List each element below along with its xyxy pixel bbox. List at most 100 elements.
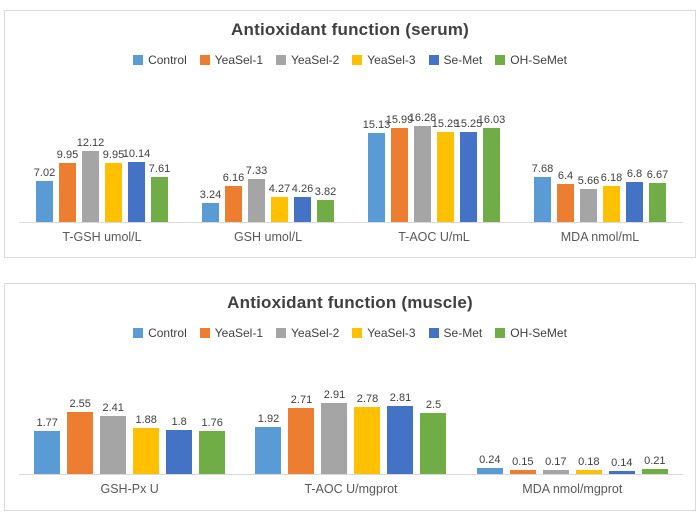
bar-value-label: 2.78 — [356, 393, 379, 405]
bar-value-label: 0.18 — [578, 456, 600, 468]
bar-value-label: 7.02 — [33, 167, 56, 179]
bar-value-label: 2.91 — [323, 389, 346, 401]
bar-value-label: 6.67 — [646, 169, 669, 181]
legend-item-yeasel-3: YeaSel-3 — [352, 53, 416, 67]
legend-swatch-icon — [352, 328, 363, 338]
bar-yeasel-1: 0.15 — [509, 456, 536, 474]
legend-swatch-icon — [276, 328, 287, 338]
legend-item-control: Control — [133, 326, 187, 340]
bar-yeasel-1: 6.4 — [557, 170, 574, 222]
bar-se-met: 1.8 — [166, 416, 193, 474]
bar-value-label: 7.61 — [148, 163, 171, 175]
bar-yeasel-2: 16.28 — [409, 112, 436, 222]
bar-group-t-aoc-u-ml: 15.13 15.99 16.28 15.29 15.25 16.03 — [351, 112, 517, 222]
bar-value-label: 6.16 — [222, 172, 245, 184]
legend-label: YeaSel-3 — [367, 326, 416, 340]
plot-area-muscle: 1.77 2.55 2.41 1.88 1.8 1.76 1.92 2.71 2.91 2.78 2… — [19, 389, 683, 496]
legend-swatch-icon — [133, 55, 144, 65]
bar-yeasel-3: 1.88 — [133, 414, 160, 474]
bar-yeasel-2: 7.33 — [246, 165, 267, 222]
bar-value-label: 5.66 — [577, 175, 600, 187]
legend-item-oh-semet: OH-SeMet — [495, 326, 567, 340]
chart-legend-muscle: Control YeaSel-1 YeaSel-2 YeaSel-3 Se-Met OH-… — [5, 326, 695, 340]
legend-item-oh-semet: OH-SeMet — [495, 53, 567, 67]
bar-value-label: 0.24 — [479, 454, 501, 466]
bar-oh-semet: 16.03 — [478, 114, 505, 222]
bar-value-label: 3.24 — [199, 189, 222, 201]
bar-value-label: 1.92 — [257, 413, 280, 425]
bar-control: 0.24 — [476, 454, 503, 474]
bar-value-label: 2.41 — [102, 402, 124, 414]
bar-oh-semet: 0.21 — [641, 455, 668, 474]
bar-value-label: 15.29 — [431, 118, 460, 130]
bar-value-label: 16.28 — [408, 112, 437, 124]
bar-value-label: 15.13 — [362, 119, 391, 131]
bar-group-mda-nmol-mgprot: 0.24 0.15 0.17 0.18 0.14 0.21 — [462, 454, 683, 474]
legend-swatch-icon — [428, 328, 439, 338]
chart-title-muscle: Antioxidant function (muscle) — [227, 293, 473, 312]
bar-yeasel-3: 6.18 — [601, 172, 622, 222]
bar-oh-semet: 7.61 — [149, 163, 170, 222]
bar-yeasel-3: 4.27 — [269, 183, 290, 222]
bar-value-label: 9.95 — [102, 149, 125, 161]
bar-yeasel-2: 0.17 — [542, 456, 569, 474]
bar-yeasel-1: 6.16 — [223, 172, 244, 222]
bar-yeasel-2: 2.41 — [100, 402, 127, 474]
bar-value-label: 1.88 — [135, 414, 157, 426]
legend-item-control: Control — [133, 53, 187, 67]
bar-yeasel-2: 5.66 — [578, 175, 599, 222]
legend-swatch-icon — [199, 328, 210, 338]
bar-value-label: 2.71 — [290, 394, 313, 406]
muscle-chart-panel: Antioxidant function (muscle) Control Yea… — [4, 283, 696, 511]
bar-value-label: 9.95 — [56, 149, 79, 161]
x-axis: T-GSH umol/L GSH umol/L T-AOC U/mL MDA nmol… — [19, 222, 683, 244]
bars-area: 7.02 9.95 12.12 9.95 10.14 7.61 3.24 6.16 7.33 4.… — [19, 112, 683, 222]
bar-value-label: 7.68 — [531, 163, 554, 175]
legend-swatch-icon — [352, 55, 363, 65]
legend-item-yeasel-3: YeaSel-3 — [352, 326, 416, 340]
bar-value-label: 1.77 — [36, 417, 58, 429]
bar-value-label: 2.81 — [389, 392, 412, 404]
category-label: T-AOC U/mgprot — [304, 482, 398, 496]
chart-title-serum: Antioxidant function (serum) — [231, 20, 469, 39]
bar-value-label: 3.82 — [314, 186, 337, 198]
bar-control: 7.68 — [532, 163, 553, 222]
category-label: MDA nmol/mgprot — [522, 482, 623, 496]
bar-control: 15.13 — [363, 119, 390, 222]
bar-yeasel-1: 2.55 — [67, 398, 94, 474]
serum-chart-panel: Antioxidant function (serum) Control YeaS… — [4, 10, 696, 258]
legend-item-yeasel-2: YeaSel-2 — [276, 326, 339, 340]
legend-item-yeasel-1: YeaSel-1 — [199, 53, 263, 67]
bar-yeasel-3: 0.18 — [575, 456, 602, 474]
bar-yeasel-2: 12.12 — [77, 137, 104, 222]
bar-yeasel-3: 15.29 — [432, 118, 459, 222]
legend-item-yeasel-2: YeaSel-2 — [276, 53, 339, 67]
bar-value-label: 4.27 — [268, 183, 291, 195]
category-label: T-AOC U/mL — [398, 230, 470, 244]
legend-label: Control — [148, 53, 187, 67]
bar-yeasel-1: 2.71 — [288, 394, 315, 474]
bar-value-label: 6.4 — [557, 170, 574, 182]
x-axis: GSH-Px U T-AOC U/mgprot MDA nmol/mgprot — [19, 474, 683, 496]
bar-yeasel-1: 15.99 — [386, 114, 413, 222]
legend-label: OH-SeMet — [510, 53, 567, 67]
category-label: GSH-Px U — [100, 482, 159, 496]
bar-value-label: 15.99 — [385, 114, 414, 126]
bar-yeasel-2: 2.91 — [321, 389, 348, 474]
bar-se-met: 0.14 — [608, 457, 635, 474]
bar-value-label: 1.8 — [171, 416, 187, 428]
legend-label: YeaSel-3 — [367, 53, 416, 67]
bar-group-t-aoc-u-mgprot: 1.92 2.71 2.91 2.78 2.81 2.5 — [240, 389, 461, 474]
legend-swatch-icon — [276, 55, 287, 65]
legend-swatch-icon — [428, 55, 439, 65]
bar-group-t-gsh-umol-l: 7.02 9.95 12.12 9.95 10.14 7.61 — [19, 137, 185, 222]
legend-swatch-icon — [495, 328, 506, 338]
bar-group-gsh-umol-l: 3.24 6.16 7.33 4.27 4.26 3.82 — [185, 165, 351, 222]
bar-value-label: 0.17 — [545, 456, 567, 468]
category-label: GSH umol/L — [233, 230, 303, 244]
bar-value-label: 1.76 — [201, 417, 223, 429]
bar-group-gsh-px-u: 1.77 2.55 2.41 1.88 1.8 1.76 — [19, 398, 240, 474]
bar-oh-semet: 6.67 — [647, 169, 668, 222]
chart-legend-serum: Control YeaSel-1 YeaSel-2 YeaSel-3 Se-Met OH-… — [5, 53, 695, 67]
